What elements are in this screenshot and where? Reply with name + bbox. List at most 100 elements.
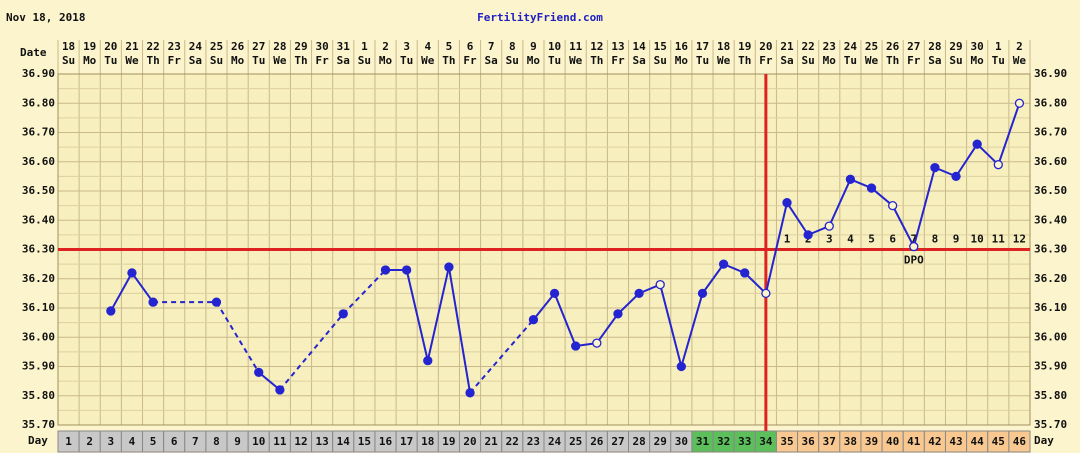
y-tick-label: 36.10 bbox=[22, 301, 55, 314]
date-tick-label: 17 bbox=[696, 40, 709, 53]
cycle-day-label: 44 bbox=[971, 435, 985, 448]
date-tick-label: 29 bbox=[294, 40, 307, 53]
y-tick-label-right: 36.60 bbox=[1034, 155, 1067, 168]
cycle-day-label: 26 bbox=[590, 435, 604, 448]
cycle-day-label: 3 bbox=[108, 435, 115, 448]
temp-marker bbox=[444, 262, 454, 272]
cycle-day-label: 37 bbox=[823, 435, 836, 448]
temp-marker bbox=[528, 315, 539, 325]
y-tick-label: 36.50 bbox=[22, 184, 55, 197]
date-tick-label: 16 bbox=[675, 40, 689, 53]
weekday-label: Tu bbox=[400, 54, 413, 67]
date-label: Nov 18, 2018 bbox=[6, 11, 85, 24]
cycle-day-label: 29 bbox=[654, 435, 667, 448]
weekday-label: Su bbox=[802, 54, 815, 67]
weekday-label: Tu bbox=[252, 54, 265, 67]
temp-segment bbox=[744, 272, 767, 295]
weekday-label: Sa bbox=[632, 54, 645, 67]
cycle-day-label: 27 bbox=[611, 435, 624, 448]
weekday-label: Tu bbox=[696, 54, 709, 67]
day-cell bbox=[1008, 430, 1031, 453]
temp-marker-open bbox=[592, 338, 602, 348]
weekday-label: Tu bbox=[548, 54, 561, 67]
temp-marker bbox=[782, 198, 792, 208]
y-tick-label: 36.90 bbox=[22, 67, 55, 80]
cycle-day-label: 35 bbox=[780, 435, 793, 448]
y-tick-label-right: 36.70 bbox=[1034, 126, 1067, 139]
weekday-label: Sa bbox=[780, 54, 793, 67]
date-tick-label: 14 bbox=[632, 40, 646, 53]
date-tick-label: 22 bbox=[146, 40, 159, 53]
cycle-day-label: 46 bbox=[1013, 435, 1027, 448]
date-tick-label: 31 bbox=[337, 40, 351, 53]
temp-segment bbox=[912, 167, 936, 247]
temp-marker bbox=[254, 367, 264, 378]
temp-segment bbox=[532, 292, 556, 321]
day-row-label-right: Day bbox=[1034, 434, 1054, 447]
cycle-day-label: 18 bbox=[421, 435, 434, 448]
weekday-label: We bbox=[421, 54, 435, 67]
weekday-label: Sa bbox=[189, 54, 202, 67]
weekday-label: Th bbox=[146, 54, 159, 67]
date-tick-label: 30 bbox=[316, 40, 329, 53]
weekday-label: Th bbox=[442, 54, 455, 67]
weekday-label: Fr bbox=[168, 54, 182, 67]
weekday-label: Th bbox=[590, 54, 603, 67]
temp-marker bbox=[465, 388, 475, 398]
cycle-day-label: 23 bbox=[527, 435, 540, 448]
cycle-day-label: 33 bbox=[738, 435, 751, 448]
cycle-day-label: 1 bbox=[65, 435, 72, 448]
cycle-day-label: 30 bbox=[675, 435, 688, 448]
weekday-label: Sa bbox=[337, 54, 350, 67]
cycle-day-label: 19 bbox=[442, 435, 455, 448]
dpo-number: 11 bbox=[992, 233, 1006, 246]
temp-segment bbox=[215, 301, 260, 373]
y-tick-label: 36.30 bbox=[22, 243, 55, 256]
date-tick-label: 25 bbox=[865, 40, 878, 53]
weekday-label: Mo bbox=[675, 54, 689, 67]
weekday-label: Su bbox=[506, 54, 519, 67]
weekday-label: We bbox=[569, 54, 583, 67]
temp-segment bbox=[976, 143, 1000, 166]
weekday-label: Mo bbox=[823, 54, 837, 67]
dpo-number: 6 bbox=[889, 233, 896, 246]
date-tick-label: 2 bbox=[1016, 40, 1023, 53]
temp-marker-open bbox=[761, 288, 771, 299]
weekday-label: Fr bbox=[759, 54, 773, 67]
temp-marker bbox=[697, 288, 708, 299]
temp-segment bbox=[279, 313, 345, 391]
dpo-label: DPO bbox=[904, 254, 924, 267]
y-tick-label: 36.60 bbox=[22, 155, 55, 168]
date-tick-label: 19 bbox=[738, 40, 751, 53]
cycle-day-label: 20 bbox=[463, 435, 476, 448]
date-tick-label: 5 bbox=[446, 40, 453, 53]
weekday-label: Sa bbox=[485, 54, 498, 67]
weekday-label: Th bbox=[738, 54, 751, 67]
date-tick-label: 7 bbox=[488, 40, 495, 53]
y-tick-label: 35.70 bbox=[22, 418, 55, 431]
y-tick-label: 36.80 bbox=[22, 96, 55, 109]
weekday-label: Fr bbox=[907, 54, 921, 67]
cycle-day-label: 12 bbox=[294, 435, 307, 448]
date-tick-label: 20 bbox=[759, 40, 772, 53]
temp-marker bbox=[106, 306, 116, 316]
weekday-label: Mo bbox=[971, 54, 985, 67]
weekday-label: Sa bbox=[928, 54, 941, 67]
temp-marker-open bbox=[1014, 98, 1025, 108]
y-tick-label: 35.90 bbox=[22, 360, 55, 373]
temp-marker bbox=[402, 265, 412, 275]
y-tick-label-right: 36.90 bbox=[1034, 67, 1067, 80]
temp-marker bbox=[866, 183, 877, 193]
y-tick-label-right: 35.80 bbox=[1034, 389, 1067, 402]
dpo-number: 5 bbox=[868, 233, 875, 246]
temp-marker-open bbox=[993, 160, 1003, 170]
y-tick-label-right: 36.30 bbox=[1034, 243, 1067, 256]
date-tick-label: 18 bbox=[62, 40, 75, 53]
cycle-day-label: 38 bbox=[844, 435, 857, 448]
y-tick-label-right: 35.70 bbox=[1034, 418, 1067, 431]
temp-segment bbox=[596, 313, 619, 344]
temp-marker bbox=[613, 309, 623, 319]
y-tick-label-right: 36.00 bbox=[1034, 330, 1067, 343]
y-tick-label: 36.20 bbox=[22, 272, 55, 285]
date-tick-label: 8 bbox=[509, 40, 516, 53]
